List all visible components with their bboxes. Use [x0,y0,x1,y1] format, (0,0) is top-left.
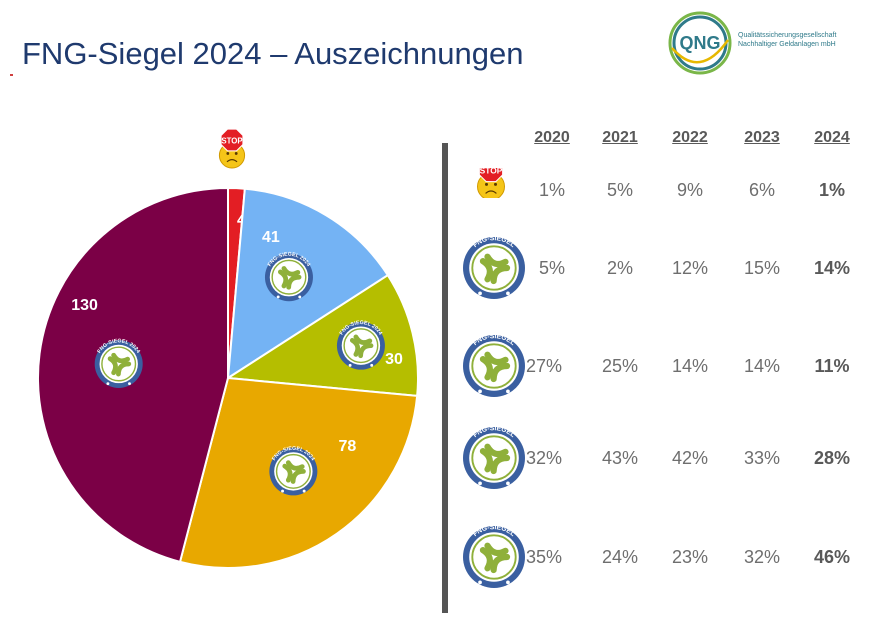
qng-logo: QNG [664,8,864,78]
fng-seal-icon: FNG-SIEGEL 2024 [94,338,143,388]
fng-seal-icon: FNG-SIEGEL [463,426,525,489]
table-cell: 23% [671,547,709,567]
table-cell: 12% [671,258,709,278]
table-cell: 14% [813,258,851,278]
divider [442,143,448,613]
table-cell: 28% [813,448,851,468]
table-cell: 5% [606,180,633,200]
fng-seal-icon: FNG-SIEGEL [463,236,525,299]
fng-seal-icon: FNG-SIEGEL [463,236,525,299]
fng-seal-icon: FNG-SIEGEL 2024 [264,252,313,302]
fng-seal-icon: FNG-SIEGEL [463,525,525,588]
fng-seal-icon: FNG-SIEGEL [463,334,525,397]
logo-subtitle: Qualitätssicherungsgesellschaft Nachhalt… [738,31,836,49]
pie-label: 41 [262,229,280,246]
pie-label: 78 [338,438,356,455]
fng-seal-icon: FNG-SIEGEL [463,525,525,588]
fng-seal-icon: FNG-SIEGEL [463,334,525,397]
stop-icon: STOP [477,168,505,198]
table-cell: 32% [743,547,781,567]
logo-line-2: Nachhaltiger Geldanlagen mbH [738,41,836,48]
fng-seal-icon: FNG-SIEGEL [463,426,525,489]
table-cell: 14% [671,356,709,376]
table-cell: 43% [601,448,639,468]
pie-label: 30 [385,351,403,368]
table-cell: 9% [676,180,703,200]
svg-text:STOP: STOP [221,136,242,145]
fng-seal-icon: FNG-SIEGEL 2024 [269,446,318,496]
table-cell: 5% [538,258,565,278]
stop-icon: STOP [477,168,505,198]
year-header: 2022 [672,129,708,146]
logo-mark: QNG [679,33,720,53]
pie-label: 130 [71,297,98,314]
logo-line-1: Qualitätssicherungsgesellschaft [738,32,837,39]
qng-logo-icon: QNG [668,11,732,75]
svg-text:STOP: STOP [480,168,503,176]
year-header: 2023 [744,129,780,146]
page-title: FNG-Siegel 2024 – Auszeichnungen [22,36,524,71]
table-cell: 2% [606,258,633,278]
table-cell: 6% [748,180,775,200]
table-cell: 25% [601,356,639,376]
table-cell: 46% [813,547,851,567]
stop-icon: STOP [218,128,246,169]
title-marker [10,74,13,76]
table-cell: 14% [743,356,781,376]
table-cell: 42% [671,448,709,468]
table-cell: 24% [601,547,639,567]
table-cell: 27% [525,356,563,376]
table-cell: 11% [814,356,850,376]
table-cell: 33% [743,448,781,468]
table-cell: 1% [538,180,565,200]
table-cell: 32% [525,448,563,468]
year-header: 2024 [814,129,850,146]
year-header: 2021 [602,129,638,146]
table-cell: 1% [818,180,845,200]
table-cell: 35% [525,547,563,567]
year-header: 2020 [534,129,570,146]
table-cell: 15% [743,258,781,278]
fng-seal-icon: FNG-SIEGEL 2024 [336,320,385,370]
